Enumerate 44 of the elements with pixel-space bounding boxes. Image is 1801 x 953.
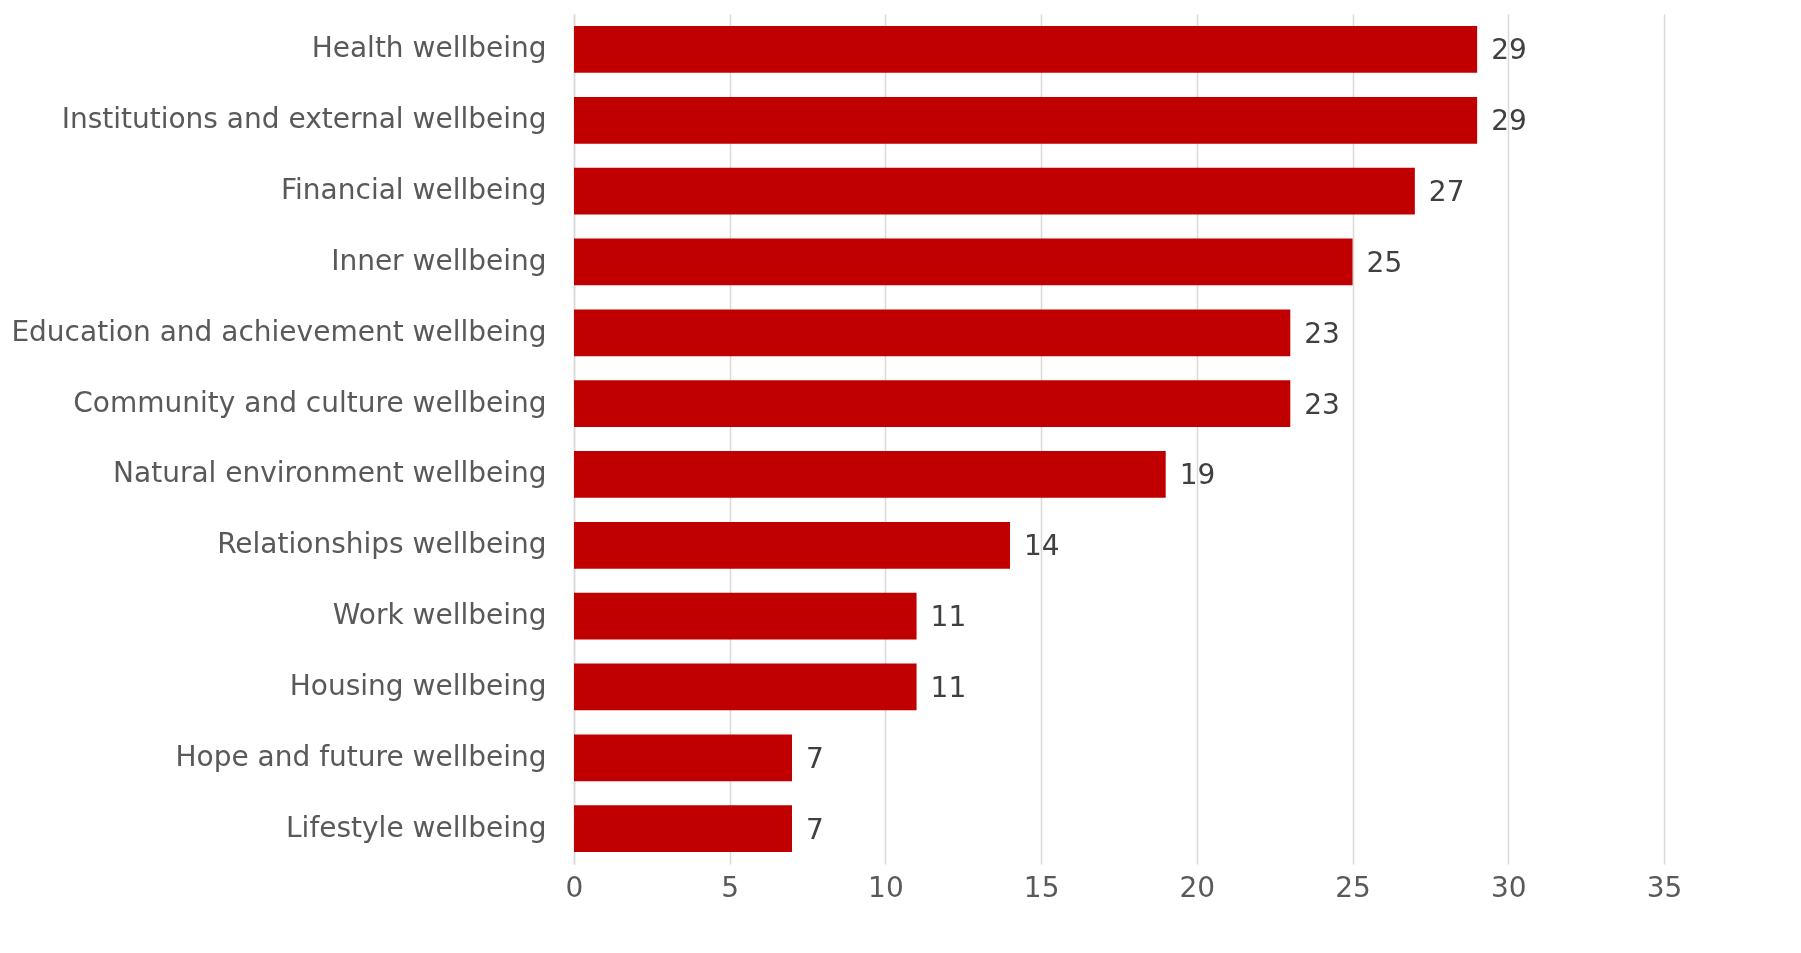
y-tick-label: Education and achievement wellbeing [11, 314, 547, 348]
x-tick-label: 30 [1490, 870, 1527, 904]
y-tick-label: Lifestyle wellbeing [286, 810, 547, 844]
y-tick-label: Financial wellbeing [281, 173, 547, 207]
bar [574, 26, 1478, 73]
x-tick-label: 15 [1023, 870, 1060, 904]
x-tick-label: 25 [1335, 870, 1371, 904]
data-label: 29 [1491, 104, 1527, 138]
data-label: 19 [1179, 458, 1216, 492]
data-label: 27 [1428, 175, 1465, 209]
y-tick-label: Institutions and external wellbeing [61, 102, 547, 136]
y-tick-label: Inner wellbeing [331, 243, 547, 277]
bar [574, 380, 1291, 427]
bar [574, 592, 917, 640]
y-tick-label: Relationships wellbeing [217, 527, 547, 561]
x-tick-label: 0 [565, 870, 584, 904]
x-tick-label: 20 [1179, 870, 1216, 904]
x-tick-label: 5 [721, 870, 740, 904]
data-label: 11 [930, 600, 967, 634]
data-label: 7 [806, 741, 824, 775]
y-tick-label: Housing wellbeing [289, 668, 547, 702]
data-label: 11 [930, 670, 967, 704]
bar [574, 167, 1415, 215]
bar [574, 663, 917, 711]
data-label: 25 [1366, 245, 1403, 279]
y-tick-label: Natural environment wellbeing [113, 456, 547, 490]
y-tick-label: Community and culture wellbeing [73, 385, 547, 419]
y-tick-label: Hope and future wellbeing [175, 739, 547, 773]
bar [574, 309, 1291, 357]
data-label: 23 [1304, 316, 1340, 350]
x-tick-label: 10 [868, 870, 904, 904]
bar [574, 734, 792, 782]
bar [574, 805, 792, 852]
bar [574, 521, 1010, 569]
bar [574, 96, 1478, 144]
y-tick-label: Health wellbeing [311, 31, 547, 65]
bar [574, 238, 1353, 286]
data-label: 29 [1491, 33, 1527, 67]
y-tick-label: Work wellbeing [332, 598, 547, 632]
data-label: 14 [1024, 529, 1060, 563]
bar [574, 451, 1166, 498]
data-label: 7 [806, 812, 824, 846]
x-tick-label: 35 [1646, 870, 1683, 904]
data-label: 23 [1304, 387, 1340, 421]
